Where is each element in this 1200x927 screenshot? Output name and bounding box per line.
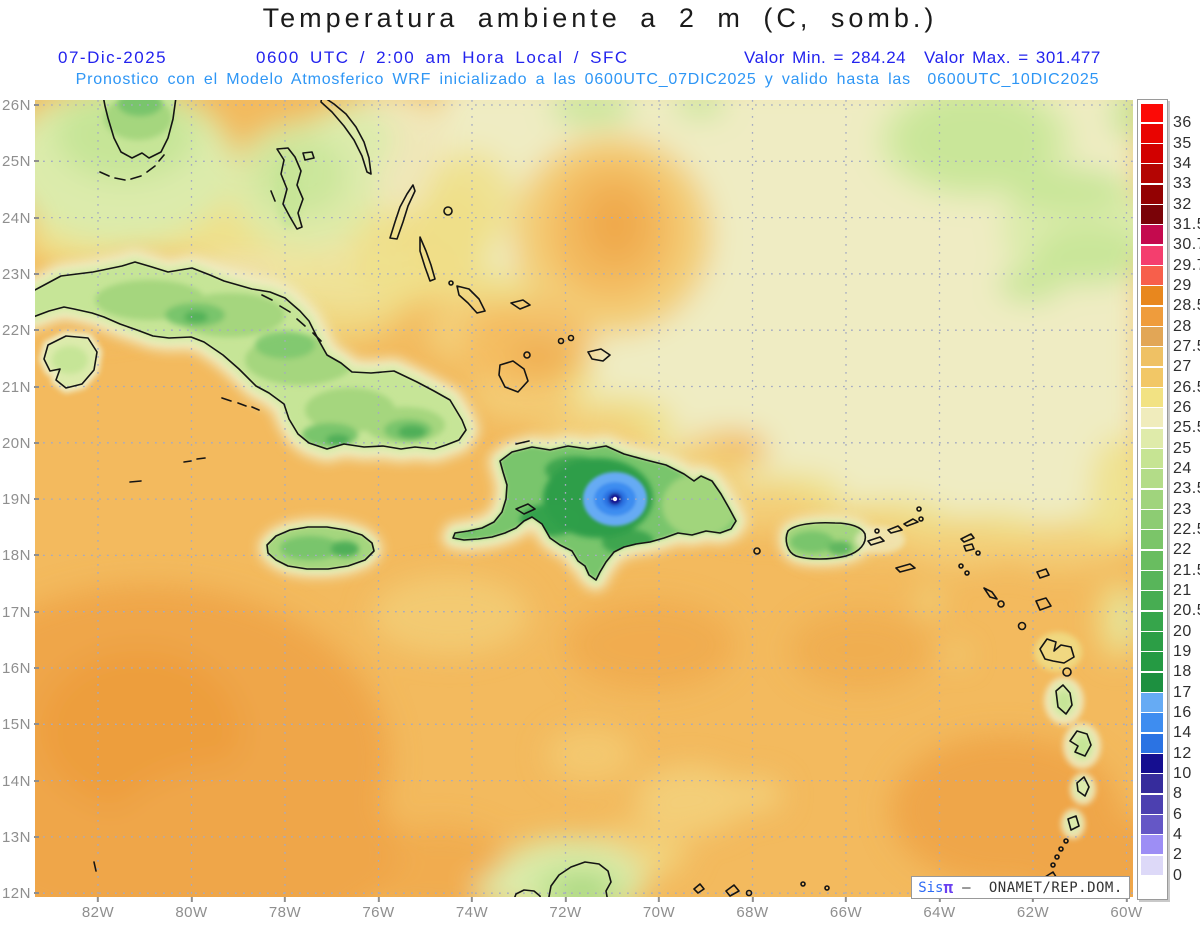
coastlines	[35, 100, 1092, 897]
colorbar-label: 20.5	[1173, 602, 1200, 620]
colorbar-label: 34	[1173, 154, 1192, 172]
lon-label: 62W	[1016, 897, 1050, 921]
colorbar-label: 24	[1173, 459, 1192, 477]
colorbar-label: 0	[1173, 866, 1183, 884]
colorbar-label: 28	[1173, 317, 1192, 335]
lat-label: 20N	[1, 434, 39, 452]
graticule	[35, 100, 1133, 897]
colorbar-label: 27.5	[1173, 337, 1200, 355]
colorbar-label: 14	[1173, 724, 1192, 742]
colorbar-label: 25	[1173, 439, 1192, 457]
lat-label: 19N	[1, 491, 39, 509]
lat-label: 12N	[1, 885, 39, 903]
header-valor-max: Valor Max. = 301.477	[924, 48, 1101, 67]
colorbar-label: 30.7	[1173, 236, 1200, 254]
lon-label: 70W	[642, 897, 676, 921]
colorbar-label: 35	[1173, 134, 1192, 152]
ocean-base	[35, 100, 1133, 897]
colorbar-label: 2	[1173, 846, 1183, 864]
colorbar-label: 12	[1173, 744, 1192, 762]
lon-label: 78W	[268, 897, 302, 921]
colorbar-label: 21	[1173, 581, 1192, 599]
colorbar-frame	[1137, 99, 1168, 900]
lon-label: 68W	[736, 897, 769, 921]
cold-core	[583, 472, 647, 526]
watermark-org: – ONAMET/REP.DOM.	[953, 879, 1123, 896]
lat-label: 24N	[1, 209, 39, 227]
lat-label: 25N	[1, 153, 39, 171]
island-fields	[35, 100, 1101, 839]
colorbar-label: 21.5	[1173, 561, 1200, 579]
colorbar-label: 18	[1173, 663, 1192, 681]
colorbar-label: 10	[1173, 764, 1192, 782]
lon-label: 74W	[455, 897, 489, 921]
lat-label: 16N	[1, 660, 39, 677]
lon-label: 82W	[81, 897, 115, 921]
lon-label: 76W	[362, 897, 395, 921]
lat-label: 14N	[1, 772, 39, 790]
watermark-sis: Sis	[918, 879, 944, 896]
lat-label: 22N	[1, 322, 39, 340]
colorbar-label: 23	[1173, 500, 1192, 518]
colorbar-label: 16	[1173, 703, 1192, 721]
header-forecast-line: Pronostico con el Modelo Atmosferico WRF…	[75, 71, 1100, 88]
lat-label: 17N	[1, 603, 39, 621]
colorbar-label: 8	[1173, 785, 1183, 803]
lat-label: 21N	[1, 378, 39, 396]
colorbar-label: 29	[1173, 276, 1192, 294]
lat-label: 13N	[1, 828, 39, 846]
colorbar-label: 4	[1173, 825, 1183, 843]
watermark: Sis π – ONAMET/REP.DOM.	[911, 876, 1130, 899]
colorbar-label: 22.5	[1173, 520, 1200, 538]
header-time-line: 0600 UTC / 2:00 am Hora Local / SFC	[256, 48, 629, 67]
header-valor-min: Valor Min. = 284.24	[744, 48, 907, 67]
lon-label: 80W	[175, 897, 208, 921]
colorbar-label: 6	[1173, 805, 1183, 823]
colorbar-label: 25.5	[1173, 419, 1200, 437]
colorbar-label: 33	[1173, 175, 1192, 193]
colorbar-label: 20	[1173, 622, 1192, 640]
page-title: Temperatura ambiente a 2 m (C, somb.)	[262, 3, 938, 33]
ocean-temperature-fields	[35, 100, 1133, 897]
colorbar-label: 19	[1173, 642, 1192, 660]
colorbar-label: 22	[1173, 541, 1192, 559]
lat-label: 26N	[1, 97, 39, 114]
lon-label: 60W	[1110, 897, 1143, 921]
colorbar-label: 32	[1173, 195, 1192, 213]
lon-label: 64W	[923, 897, 956, 921]
colorbar-label: 26	[1173, 398, 1192, 416]
colorbar-label: 31.5	[1173, 215, 1200, 233]
small-islands-coastline	[93, 100, 1092, 897]
colorbar-label: 36	[1173, 114, 1192, 132]
lon-label: 66W	[829, 897, 863, 921]
colorbar-label: 23.5	[1173, 480, 1200, 498]
colorbar-label: 29.7	[1173, 256, 1200, 274]
colorbar-label: 28.5	[1173, 297, 1200, 315]
colorbar-label: 26.5	[1173, 378, 1200, 396]
watermark-pi-icon: π	[943, 878, 954, 897]
header-date: 07-Dic-2025	[58, 48, 168, 67]
colorbar-label: 27	[1173, 358, 1192, 376]
lon-label: 72W	[549, 897, 582, 921]
lat-label: 23N	[1, 265, 39, 283]
lat-label: 18N	[1, 547, 39, 565]
lat-label: 15N	[1, 716, 39, 734]
colorbar-label: 17	[1173, 683, 1192, 701]
